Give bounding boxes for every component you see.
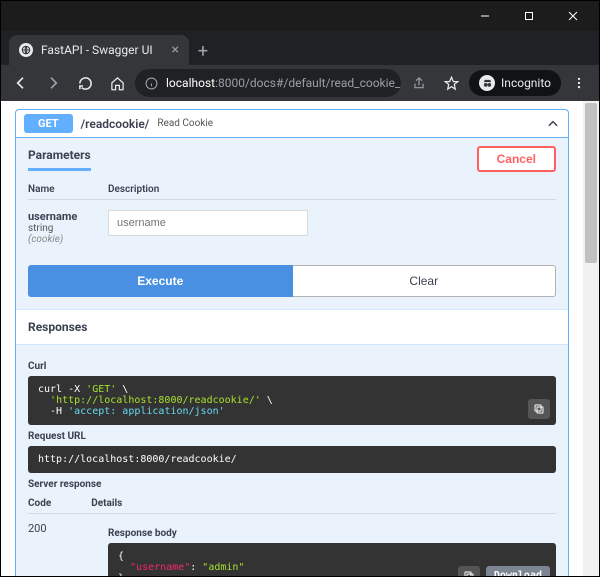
response-row: 200 Response body { "username": "admin" … <box>28 522 556 576</box>
operation-path: /readcookie/ <box>81 117 150 131</box>
scrollbar-thumb[interactable] <box>585 103 597 263</box>
new-tab-button[interactable]: + <box>189 37 217 65</box>
url-text: localhost:8000/docs#/default/read_cookie… <box>166 76 401 90</box>
responses-header: Responses <box>16 309 568 345</box>
response-columns: Code Details <box>28 498 556 514</box>
parameters-columns: Name Description <box>28 180 556 200</box>
code-column-header: Code <box>28 498 51 509</box>
reload-button[interactable] <box>71 69 99 97</box>
close-tab-icon[interactable]: × <box>172 42 179 58</box>
curl-code: curl -X 'GET' \ 'http://localhost:8000/r… <box>28 376 556 425</box>
menu-icon[interactable] <box>565 69 593 97</box>
bookmark-icon[interactable] <box>437 69 465 97</box>
incognito-badge[interactable]: Incognito <box>469 70 561 96</box>
operation-block: GET /readcookie/ Read Cookie Parameters … <box>15 109 569 576</box>
tab-title: FastAPI - Swagger UI <box>41 43 153 57</box>
viewport: GET /readcookie/ Read Cookie Parameters … <box>1 101 599 576</box>
parameter-type: string <box>28 223 108 234</box>
globe-icon <box>19 43 33 57</box>
scrollbar[interactable] <box>583 101 599 576</box>
copy-response-icon[interactable] <box>458 566 480 576</box>
status-code: 200 <box>28 522 68 535</box>
forward-button[interactable] <box>39 69 67 97</box>
browser-window: FastAPI - Swagger UI × + <box>0 0 600 577</box>
incognito-icon <box>479 75 495 91</box>
request-url-box: http://localhost:8000/readcookie/ <box>28 446 556 473</box>
response-body-box: { "username": "admin" }Download <box>108 543 556 576</box>
share-icon[interactable] <box>405 69 433 97</box>
tab-strip: FastAPI - Swagger UI × + <box>1 31 599 65</box>
operation-summary[interactable]: GET /readcookie/ Read Cookie <box>16 110 568 138</box>
home-button[interactable] <box>103 69 131 97</box>
site-info-icon[interactable] <box>145 77 158 90</box>
copy-curl-icon[interactable] <box>528 399 550 419</box>
column-name: Name <box>28 184 108 195</box>
download-button[interactable]: Download <box>486 566 550 576</box>
server-response-label: Server response <box>28 479 556 490</box>
window-close-button[interactable] <box>551 1 595 31</box>
window-titlebar <box>1 1 599 31</box>
window-minimize-button[interactable] <box>463 1 507 31</box>
incognito-label: Incognito <box>501 76 551 90</box>
action-buttons: Execute Clear <box>16 265 568 309</box>
back-button[interactable] <box>7 69 35 97</box>
column-description: Description <box>108 184 556 195</box>
address-bar[interactable]: localhost:8000/docs#/default/read_cookie… <box>135 69 401 97</box>
details-column-header: Details <box>91 498 122 509</box>
curl-label: Curl <box>28 361 556 372</box>
collapse-arrow-icon[interactable] <box>546 117 560 131</box>
parameters-header-row: Parameters Cancel <box>16 138 568 180</box>
execute-button[interactable]: Execute <box>28 265 293 297</box>
responses-body: Curl curl -X 'GET' \ 'http://localhost:8… <box>16 345 568 576</box>
parameter-location: (cookie) <box>28 234 108 245</box>
window-maximize-button[interactable] <box>507 1 551 31</box>
parameter-meta: username string (cookie) <box>28 210 108 245</box>
response-body-label: Response body <box>108 528 556 539</box>
parameters-title: Parameters <box>28 148 91 171</box>
http-method-badge: GET <box>24 114 73 133</box>
parameters-table: Name Description username string (cookie… <box>16 180 568 265</box>
parameter-input[interactable] <box>108 210 308 236</box>
cancel-button[interactable]: Cancel <box>477 146 556 172</box>
page-content: GET /readcookie/ Read Cookie Parameters … <box>1 101 583 576</box>
browser-toolbar: localhost:8000/docs#/default/read_cookie… <box>1 65 599 101</box>
parameter-name: username <box>28 210 108 223</box>
browser-tab[interactable]: FastAPI - Swagger UI × <box>9 35 189 65</box>
operation-description: Read Cookie <box>157 118 213 129</box>
request-url-label: Request URL <box>28 431 556 442</box>
clear-button[interactable]: Clear <box>293 265 557 297</box>
response-details: Response body { "username": "admin" }Dow… <box>108 522 556 576</box>
parameter-row: username string (cookie) <box>28 200 556 255</box>
